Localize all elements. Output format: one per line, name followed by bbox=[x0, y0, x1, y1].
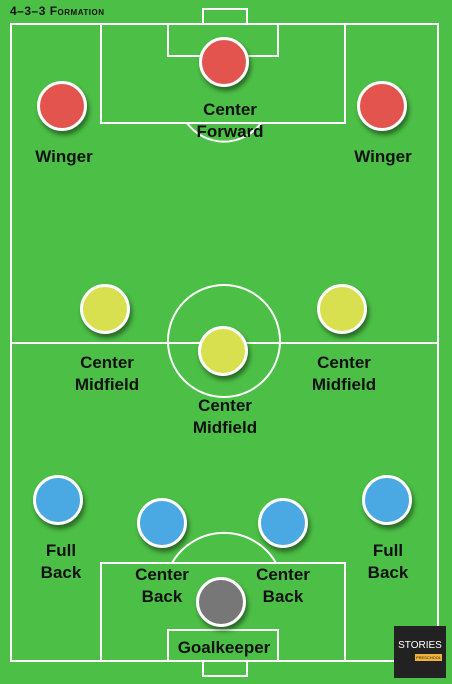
left-center-midfield-label: Center Midfield bbox=[47, 352, 167, 396]
formation-title: 4–3–3 Formation bbox=[10, 4, 105, 18]
left-full-back-label-line1: Full bbox=[45, 541, 77, 560]
right-center-midfield-marker bbox=[317, 284, 367, 334]
left-winger-label: Winger bbox=[35, 147, 93, 166]
right-center-back-label-line1: Center bbox=[256, 565, 310, 584]
left-full-back-label: Full Back bbox=[1, 540, 121, 584]
goalkeeper-marker bbox=[196, 577, 246, 627]
right-full-back-label-line2: Back bbox=[367, 563, 409, 582]
top-goal bbox=[202, 8, 248, 25]
central-midfield-marker bbox=[198, 326, 248, 376]
central-midfield-label-line2: Midfield bbox=[192, 418, 258, 437]
left-center-back-label: Center Back bbox=[102, 564, 222, 608]
top-penalty-arc bbox=[186, 122, 262, 143]
left-center-midfield-label-line1: Center bbox=[80, 353, 134, 372]
right-full-back-label-line1: Full bbox=[372, 541, 404, 560]
stories-logo-subtext: PRESCHOOL bbox=[415, 654, 442, 661]
center-forward-label-line1: Center bbox=[203, 100, 257, 119]
right-center-back-marker bbox=[258, 498, 308, 548]
left-full-back-label-line2: Back bbox=[40, 563, 82, 582]
right-center-midfield-label-line2: Midfield bbox=[311, 375, 377, 394]
center-forward-label: Center Forward bbox=[170, 99, 290, 143]
bottom-penalty-arc bbox=[171, 531, 277, 564]
left-center-back-marker bbox=[137, 498, 187, 548]
right-winger-marker bbox=[357, 81, 407, 131]
right-winger-label: Winger bbox=[354, 147, 412, 166]
stories-logo-text: STORIES bbox=[398, 640, 442, 651]
left-full-back-marker bbox=[33, 475, 83, 525]
right-center-back-label-line2: Back bbox=[262, 587, 304, 606]
center-forward-label-line2: Forward bbox=[196, 122, 264, 141]
left-winger-marker bbox=[37, 81, 87, 131]
left-center-midfield-label-line2: Midfield bbox=[74, 375, 140, 394]
left-center-back-label-line2: Back bbox=[141, 587, 183, 606]
center-circle bbox=[167, 284, 281, 398]
goalkeeper-label: Goalkeeper bbox=[177, 638, 271, 657]
center-forward-marker bbox=[199, 37, 249, 87]
central-midfield-label-line1: Center bbox=[198, 396, 252, 415]
left-center-midfield-marker bbox=[80, 284, 130, 334]
bottom-goal bbox=[202, 660, 248, 677]
right-full-back-marker bbox=[362, 475, 412, 525]
right-center-midfield-label: Center Midfield bbox=[284, 352, 404, 396]
stories-logo: STORIES PRESCHOOL bbox=[394, 626, 446, 678]
right-center-midfield-label-line1: Center bbox=[317, 353, 371, 372]
central-midfield-label: Center Midfield bbox=[165, 395, 285, 439]
right-center-back-label: Center Back bbox=[223, 564, 343, 608]
right-full-back-label: Full Back bbox=[328, 540, 448, 584]
left-center-back-label-line1: Center bbox=[135, 565, 189, 584]
